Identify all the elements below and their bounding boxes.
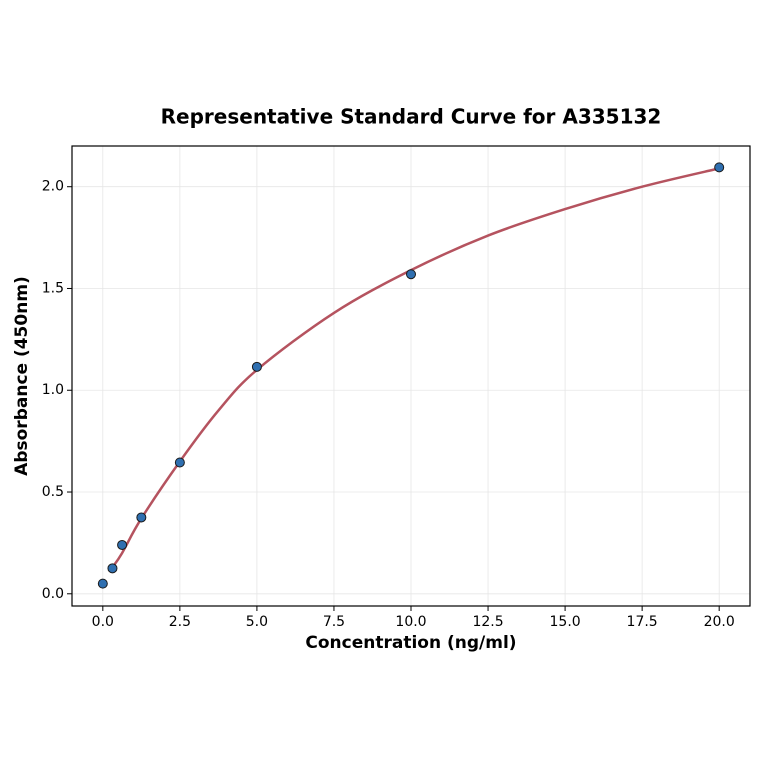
plot-frame: [71, 145, 751, 607]
x-tick-label: 0.0: [92, 614, 114, 630]
data-point: [174, 457, 185, 468]
data-point: [136, 512, 147, 523]
y-axis-label: Absorbance (450nm): [12, 276, 32, 476]
x-tick-label: 7.5: [323, 614, 345, 630]
data-point: [251, 361, 262, 372]
data-point: [107, 563, 118, 574]
x-tick-label: 20.0: [704, 614, 735, 630]
y-tick-label: 1.0: [42, 382, 64, 398]
y-tick-label: 0.0: [42, 586, 64, 602]
x-tick-label: 2.5: [169, 614, 191, 630]
x-tick-label: 17.5: [627, 614, 658, 630]
x-tick-label: 10.0: [395, 614, 426, 630]
data-point: [117, 539, 128, 550]
data-point: [97, 578, 108, 589]
x-tick-label: 12.5: [472, 614, 503, 630]
x-axis-label: Concentration (ng/ml): [305, 633, 516, 653]
chart-title: Representative Standard Curve for A33513…: [161, 105, 662, 129]
data-point: [714, 162, 725, 173]
x-tick-label: 15.0: [550, 614, 581, 630]
fit-curve: [111, 167, 720, 569]
y-tick-label: 2.0: [42, 179, 64, 195]
x-tick-label: 5.0: [246, 614, 268, 630]
y-tick-label: 0.5: [42, 484, 64, 500]
y-tick-label: 1.5: [42, 280, 64, 296]
data-point: [406, 269, 416, 280]
